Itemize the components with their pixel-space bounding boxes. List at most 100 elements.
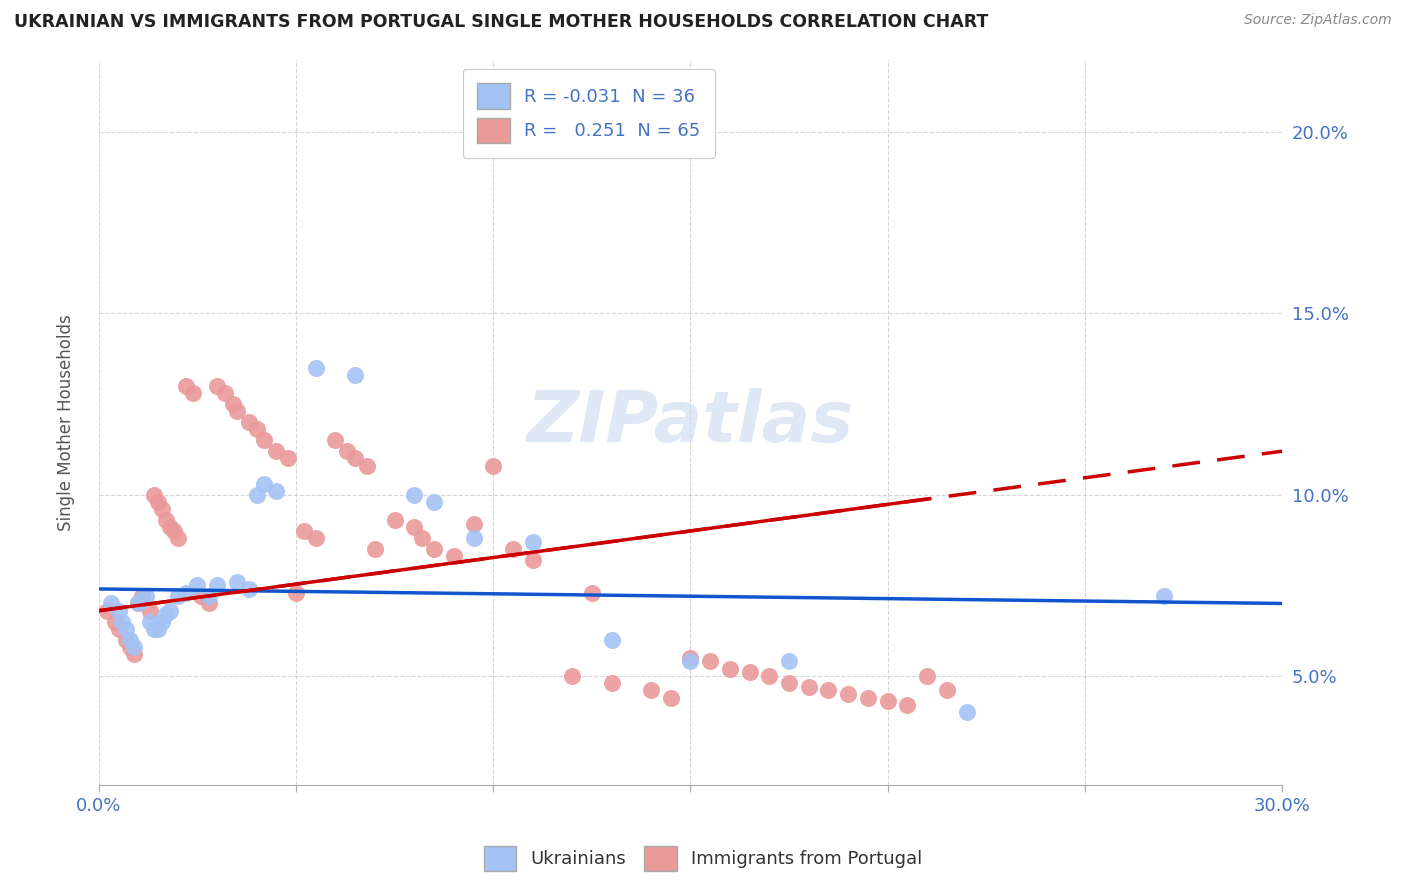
Point (107, 622, 129, 636)
Point (225, 574, 247, 589)
Point (238, 582, 260, 596)
Point (120, 640, 142, 654)
Point (896, 698, 918, 712)
Point (778, 676, 800, 690)
Point (107, 604, 129, 618)
Point (837, 687, 859, 701)
Point (174, 585, 197, 599)
Point (384, 513, 406, 527)
Point (166, 589, 188, 603)
Point (143, 488, 166, 502)
Point (115, 622, 138, 636)
Point (404, 488, 426, 502)
Text: UKRAINIAN VS IMMIGRANTS FROM PORTUGAL SINGLE MOTHER HOUSEHOLDS CORRELATION CHART: UKRAINIAN VS IMMIGRANTS FROM PORTUGAL SI… (14, 13, 988, 31)
Point (423, 495, 446, 509)
Point (190, 589, 212, 603)
Point (198, 589, 221, 603)
Point (356, 458, 378, 473)
Point (679, 651, 702, 665)
Point (404, 520, 426, 534)
Point (778, 655, 800, 669)
Point (277, 451, 299, 466)
Point (205, 379, 228, 393)
Point (155, 513, 177, 527)
Point (127, 597, 149, 611)
Point (124, 640, 146, 654)
Point (344, 368, 367, 382)
Point (600, 632, 623, 647)
Point (758, 669, 780, 683)
Point (443, 549, 465, 564)
Point (325, 434, 347, 448)
Point (198, 597, 221, 611)
Y-axis label: Single Mother Households: Single Mother Households (58, 314, 75, 531)
Point (155, 607, 177, 622)
Point (915, 669, 938, 683)
Point (305, 360, 328, 375)
Text: ZIPatlas: ZIPatlas (527, 388, 853, 457)
Point (266, 444, 288, 458)
Point (561, 669, 583, 683)
Point (120, 632, 142, 647)
Point (205, 578, 228, 592)
Point (955, 705, 977, 719)
Point (411, 531, 433, 545)
Point (738, 665, 761, 680)
Point (463, 516, 485, 531)
Point (522, 553, 544, 567)
Point (797, 680, 820, 694)
Point (143, 622, 166, 636)
Point (146, 495, 169, 509)
Point (139, 615, 162, 629)
Point (659, 690, 682, 705)
Point (222, 397, 245, 411)
Point (253, 434, 276, 448)
Point (245, 488, 267, 502)
Point (699, 655, 721, 669)
Legend: Ukrainians, Immigrants from Portugal: Ukrainians, Immigrants from Portugal (477, 838, 929, 879)
Point (139, 604, 162, 618)
Point (150, 615, 173, 629)
Point (103, 615, 125, 629)
Point (336, 444, 359, 458)
Point (253, 476, 276, 491)
Point (679, 655, 702, 669)
Point (186, 578, 208, 592)
Point (174, 379, 197, 393)
Point (482, 458, 505, 473)
Point (115, 632, 138, 647)
Point (305, 531, 328, 545)
Point (245, 422, 267, 436)
Point (100, 597, 122, 611)
Point (238, 415, 260, 429)
Point (159, 604, 181, 618)
Point (292, 524, 315, 538)
Point (131, 592, 153, 607)
Point (640, 683, 662, 698)
Point (183, 386, 205, 401)
Point (344, 451, 367, 466)
Point (111, 615, 134, 629)
Point (817, 683, 839, 698)
Point (166, 531, 188, 545)
Text: Source: ZipAtlas.com: Source: ZipAtlas.com (1244, 13, 1392, 28)
Point (266, 484, 288, 499)
Point (463, 531, 485, 545)
Point (150, 502, 173, 516)
Point (935, 683, 957, 698)
Point (124, 647, 146, 661)
Point (131, 589, 153, 603)
Point (127, 597, 149, 611)
Point (600, 676, 623, 690)
Point (423, 542, 446, 557)
Point (856, 690, 879, 705)
Point (718, 662, 741, 676)
Point (214, 386, 236, 401)
Point (502, 542, 524, 557)
Point (225, 404, 247, 418)
Point (146, 622, 169, 636)
Point (364, 542, 387, 557)
Legend: R = -0.031  N = 36, R =   0.251  N = 65: R = -0.031 N = 36, R = 0.251 N = 65 (463, 69, 714, 158)
Point (581, 585, 603, 599)
Point (159, 520, 181, 534)
